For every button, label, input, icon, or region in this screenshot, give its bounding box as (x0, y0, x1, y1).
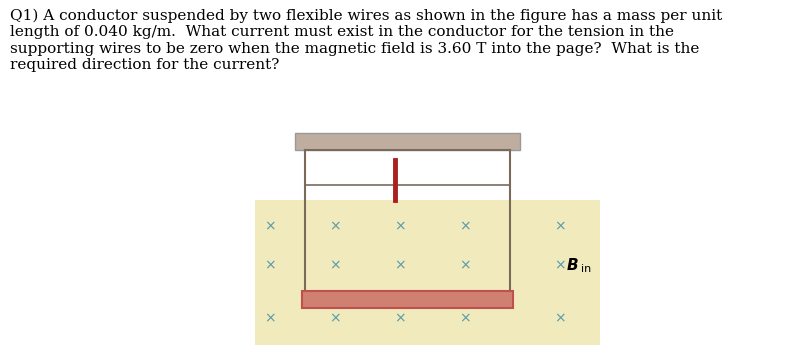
Text: ×: × (459, 311, 470, 325)
Text: ×: × (330, 219, 341, 233)
Text: in: in (580, 264, 591, 274)
Text: ×: × (264, 219, 275, 233)
Text: ×: × (394, 258, 406, 272)
Text: B: B (567, 257, 579, 273)
Text: ×: × (459, 258, 470, 272)
Text: ×: × (554, 219, 566, 233)
Text: ×: × (330, 258, 341, 272)
Text: Q1) A conductor suspended by two flexible wires as shown in the figure has a mas: Q1) A conductor suspended by two flexibl… (10, 9, 722, 72)
Text: ×: × (394, 219, 406, 233)
Text: ×: × (554, 258, 566, 272)
Bar (302, 291, 513, 308)
Bar (295, 133, 520, 150)
Text: ×: × (264, 311, 275, 325)
Text: ×: × (330, 311, 341, 325)
Text: ×: × (554, 311, 566, 325)
Text: ×: × (264, 258, 275, 272)
Bar (255, 200, 600, 345)
Bar (305, 150, 510, 200)
Text: ×: × (394, 311, 406, 325)
Text: ×: × (459, 219, 470, 233)
